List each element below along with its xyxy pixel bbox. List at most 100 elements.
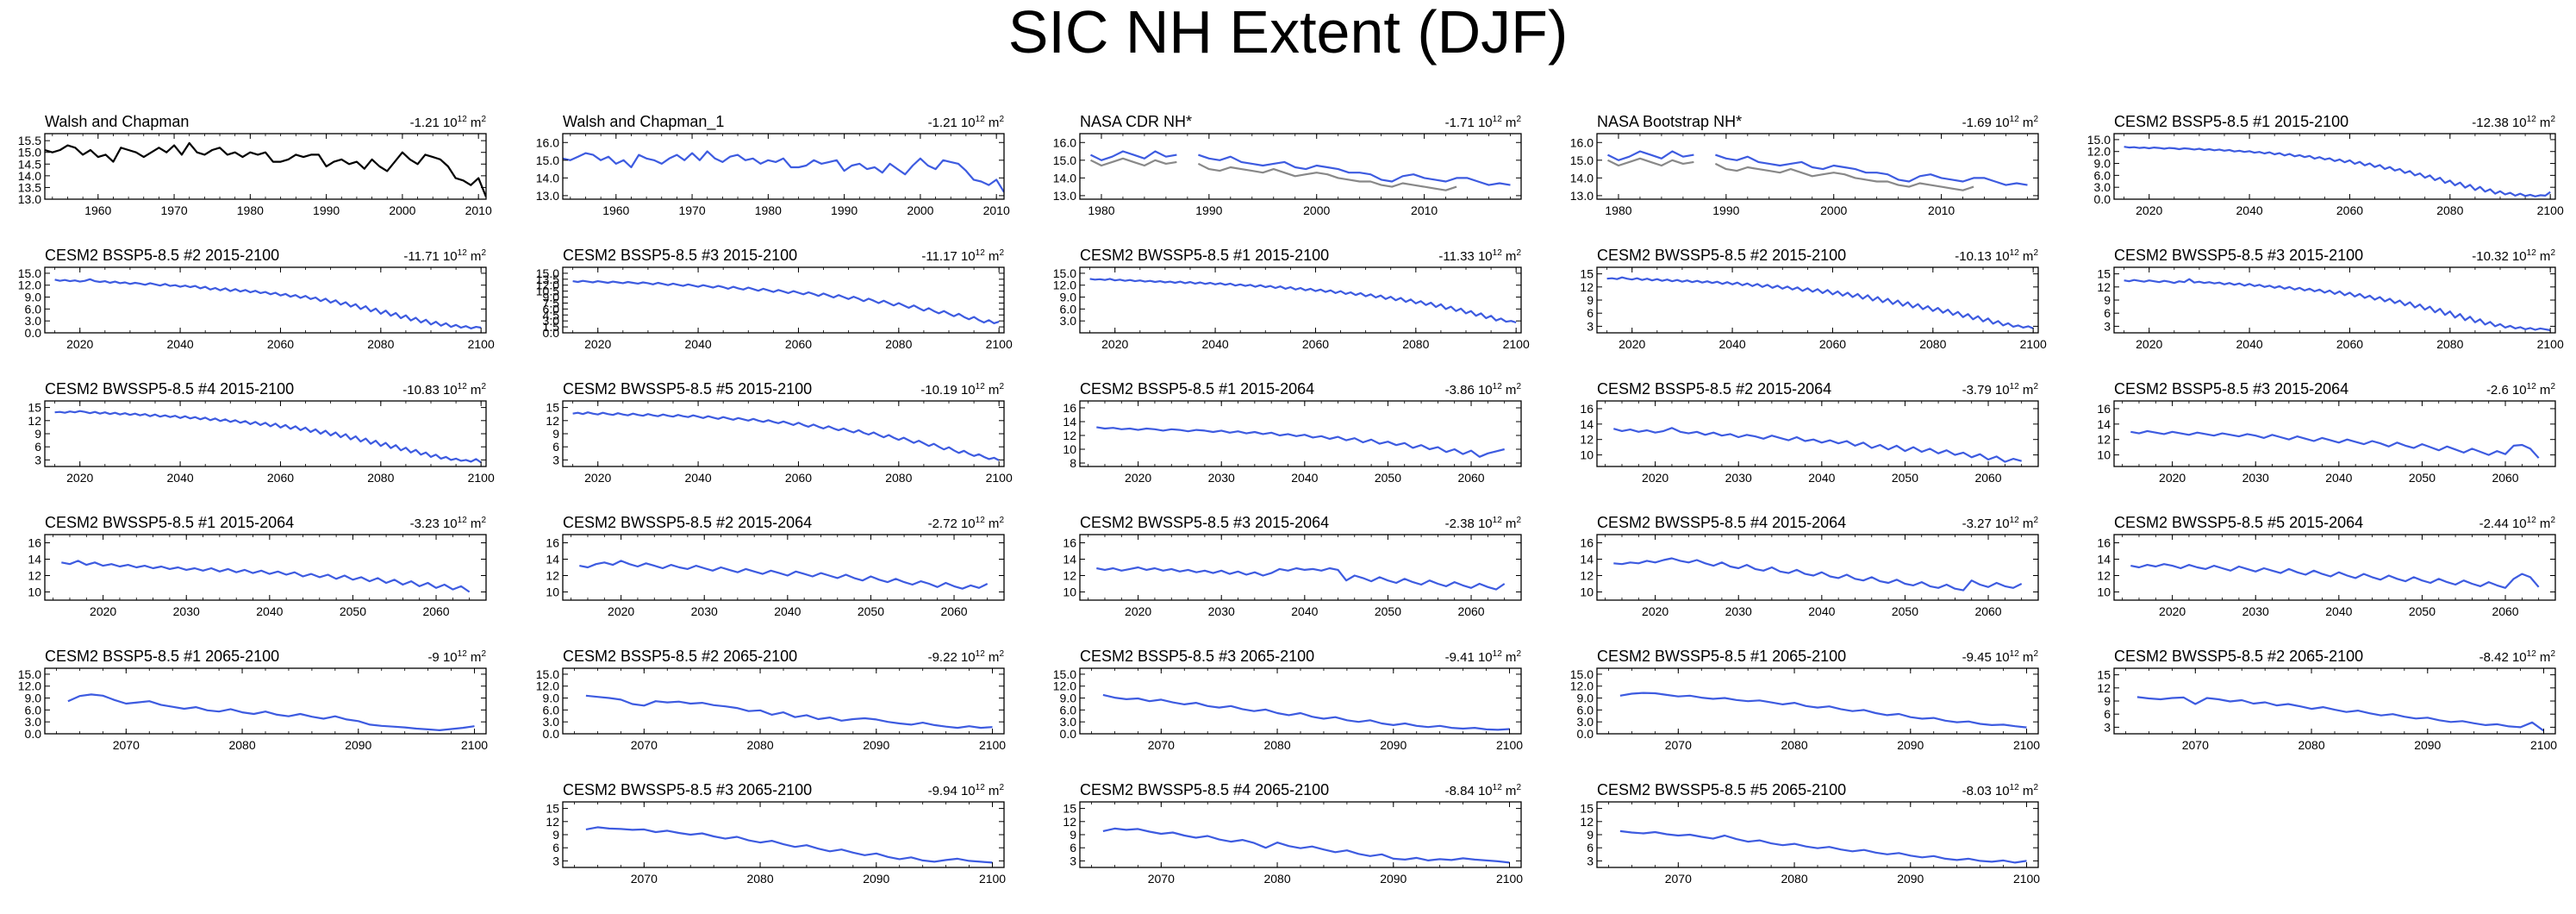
panel-title: CESM2 BWSSP5-8.5 #2 2015-2064 xyxy=(563,514,812,531)
y-tick-label: 6 xyxy=(552,841,559,855)
y-tick-label: 1.5 xyxy=(543,320,560,334)
y-tick-label: 12 xyxy=(546,815,559,829)
y-tick-label: 14 xyxy=(2097,417,2111,431)
y-tick-label: 9 xyxy=(1587,293,1594,307)
y-tick-label: 9.0 xyxy=(543,291,560,304)
plot-frame xyxy=(1079,266,1522,334)
trend-label: -10.83 1012 m2 xyxy=(402,382,486,398)
x-tick-label: 2090 xyxy=(345,738,371,752)
y-tick-label: 15.5 xyxy=(18,134,41,147)
y-tick-label: 10 xyxy=(1580,585,1594,599)
trend-label: -9.22 1012 m2 xyxy=(928,649,1005,665)
y-tick-label: 15.0 xyxy=(1570,667,1594,681)
y-tick-label: 15.0 xyxy=(536,153,559,167)
x-tick-label: 2050 xyxy=(858,604,884,618)
y-tick-label: 15 xyxy=(1580,267,1594,281)
y-tick-label: 16 xyxy=(2097,402,2111,416)
trend-label: -2.44 1012 m2 xyxy=(2479,516,2556,531)
y-tick-label: 12 xyxy=(1063,569,1076,583)
x-tick-label: 2030 xyxy=(2242,471,2269,485)
y-tick-label: 3.0 xyxy=(543,715,560,729)
x-tick-label: 2050 xyxy=(1892,471,1918,485)
plot-frame xyxy=(1596,400,2039,467)
y-tick-label: 15.0 xyxy=(536,667,559,681)
panel-title: CESM2 BSSP5-8.5 #3 2015-2064 xyxy=(2114,380,2348,398)
panel-title: NASA Bootstrap NH* xyxy=(1597,113,1742,130)
y-tick-label: 12 xyxy=(1063,429,1076,442)
trend-label: -1.21 1012 m2 xyxy=(928,115,1005,130)
y-tick-label: 6.0 xyxy=(2094,168,2111,182)
x-tick-label: 2070 xyxy=(1665,738,1692,752)
y-tick-label: 15 xyxy=(546,802,559,816)
x-tick-label: 2020 xyxy=(1125,604,1151,618)
y-tick-label: 12 xyxy=(1580,569,1594,583)
x-tick-label: 2100 xyxy=(2537,203,2564,217)
series-line xyxy=(1607,150,2028,186)
y-tick-label: 6 xyxy=(552,440,559,454)
y-tick-label: 13.5 xyxy=(18,180,41,194)
y-tick-label: 16 xyxy=(28,536,41,550)
y-tick-label: 9 xyxy=(1070,828,1076,842)
x-tick-label: 2100 xyxy=(468,337,495,351)
y-tick-label: 12 xyxy=(546,569,559,583)
x-tick-label: 1990 xyxy=(1195,203,1222,217)
y-tick-label: 12 xyxy=(28,414,41,428)
x-tick-label: 2030 xyxy=(1725,471,1752,485)
panel-title: CESM2 BSSP5-8.5 #2 2015-2100 xyxy=(45,247,279,264)
y-tick-label: 14.0 xyxy=(1570,171,1594,185)
trend-label: -11.33 1012 m2 xyxy=(1438,248,1521,264)
x-tick-label: 2060 xyxy=(1457,604,1484,618)
x-tick-label: 2020 xyxy=(2159,471,2186,485)
y-tick-label: 9.0 xyxy=(1060,692,1077,705)
x-tick-label: 2070 xyxy=(2182,738,2209,752)
series-line xyxy=(2124,278,2551,332)
trend-label: -9.45 1012 m2 xyxy=(1962,649,2039,665)
y-tick-label: 16 xyxy=(1063,536,1076,550)
y-tick-label: 7.5 xyxy=(543,296,560,310)
series-line xyxy=(1096,566,1506,591)
panel-title: CESM2 BWSSP5-8.5 #1 2015-2064 xyxy=(45,514,294,531)
x-tick-label: 2090 xyxy=(1897,738,1924,752)
panel-title: CESM2 BSSP5-8.5 #1 2015-2100 xyxy=(2114,113,2348,130)
panel-title: CESM2 BSSP5-8.5 #3 2015-2100 xyxy=(563,247,797,264)
chart-panel: 1960 1970 1980 1990 2000 2010 13.013.514.014.5… xyxy=(18,113,492,217)
y-tick-label: 14 xyxy=(1580,553,1594,567)
y-tick-label: 10 xyxy=(1580,448,1594,462)
x-tick-label: 1980 xyxy=(755,203,782,217)
plot-frame xyxy=(562,400,1005,467)
x-tick-label: 2040 xyxy=(774,604,801,618)
y-tick-label: 12 xyxy=(28,569,41,583)
x-tick-label: 2020 xyxy=(1619,337,1645,351)
y-tick-label: 0.0 xyxy=(1577,727,1594,741)
panel-title: CESM2 BSSP5-8.5 #2 2015-2064 xyxy=(1597,380,1831,398)
y-tick-label: 6.0 xyxy=(1060,703,1077,717)
chart-panel: 2020 2030 2040 2050 2060 10 12 14 16 CESM2 BWSSP5… xyxy=(28,514,487,618)
y-tick-label: 8 xyxy=(1070,456,1076,470)
chart-panel: 2020 2040 2060 2080 2100 0.03.06.09.012.015.0… xyxy=(2087,113,2564,217)
y-tick-label: 13.0 xyxy=(1570,189,1594,203)
x-tick-label: 2060 xyxy=(1974,604,2001,618)
y-tick-label: 12.0 xyxy=(536,279,559,292)
y-tick-label: 15.0 xyxy=(536,266,559,280)
x-tick-label: 1980 xyxy=(1088,203,1114,217)
x-tick-label: 2080 xyxy=(885,337,912,351)
plot-frame xyxy=(44,667,487,735)
x-tick-label: 1990 xyxy=(1712,203,1739,217)
y-tick-label: 6 xyxy=(1587,306,1594,320)
y-tick-label: 15.0 xyxy=(1053,266,1076,280)
y-tick-label: 13.0 xyxy=(1053,189,1076,203)
series-line xyxy=(2124,146,2551,197)
series-line xyxy=(61,560,471,593)
trend-label: -2.38 1012 m2 xyxy=(1445,516,1522,531)
x-tick-label: 2100 xyxy=(1503,337,1530,351)
x-tick-label: 2040 xyxy=(685,337,712,351)
y-tick-label: 15 xyxy=(2097,267,2111,281)
series-line xyxy=(1607,157,1974,191)
x-tick-label: 2080 xyxy=(367,337,394,351)
x-tick-label: 2090 xyxy=(1380,738,1407,752)
x-tick-label: 2020 xyxy=(1642,604,1668,618)
trend-label: -3.79 1012 m2 xyxy=(1962,382,2039,398)
trend-label: -3.27 1012 m2 xyxy=(1962,516,2039,531)
